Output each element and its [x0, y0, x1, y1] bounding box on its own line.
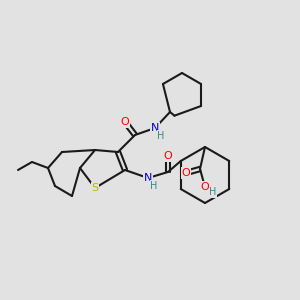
- Text: H: H: [209, 187, 217, 197]
- Text: S: S: [92, 183, 99, 193]
- Text: O: O: [182, 168, 190, 178]
- Text: N: N: [144, 173, 152, 183]
- Text: H: H: [157, 131, 165, 141]
- Text: O: O: [201, 182, 209, 192]
- Text: O: O: [121, 117, 129, 127]
- Text: O: O: [164, 151, 172, 161]
- Text: H: H: [150, 181, 158, 191]
- Text: N: N: [151, 123, 159, 133]
